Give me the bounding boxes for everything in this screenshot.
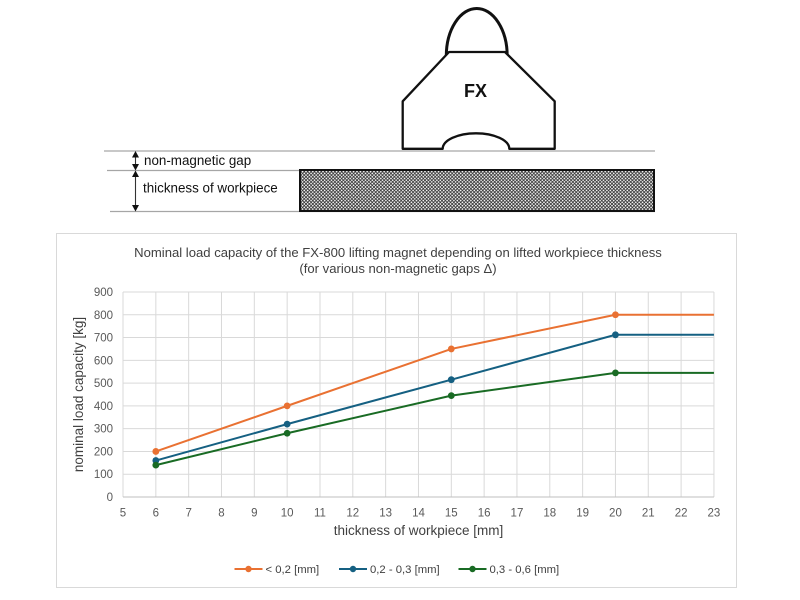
- svg-text:16: 16: [478, 508, 491, 520]
- svg-text:7: 7: [185, 508, 191, 520]
- svg-text:22: 22: [675, 508, 688, 520]
- svg-text:nominal load capacity [kg]: nominal load capacity [kg]: [71, 317, 86, 472]
- svg-text:800: 800: [94, 310, 113, 322]
- svg-text:14: 14: [412, 508, 425, 520]
- svg-text:19: 19: [576, 508, 589, 520]
- svg-text:17: 17: [511, 508, 524, 520]
- svg-text:thickness of workpiece: thickness of workpiece: [143, 181, 278, 196]
- svg-text:700: 700: [94, 333, 113, 345]
- svg-text:500: 500: [94, 378, 113, 390]
- svg-text:400: 400: [94, 401, 113, 413]
- svg-text:thickness of workpiece [mm]: thickness of workpiece [mm]: [334, 523, 504, 538]
- svg-text:21: 21: [642, 508, 655, 520]
- svg-text:15: 15: [445, 508, 458, 520]
- svg-text:23: 23: [708, 508, 721, 520]
- svg-text:9: 9: [251, 508, 257, 520]
- svg-text:12: 12: [346, 508, 359, 520]
- svg-text:Nominal load capacity of the F: Nominal load capacity of the FX-800 lift…: [134, 245, 662, 260]
- svg-text:5: 5: [120, 508, 126, 520]
- svg-text:8: 8: [218, 508, 224, 520]
- svg-text:10: 10: [281, 508, 294, 520]
- svg-text:600: 600: [94, 355, 113, 367]
- svg-text:200: 200: [94, 446, 113, 458]
- svg-text:13: 13: [379, 508, 392, 520]
- svg-text:0,3 - 0,6 [mm]: 0,3 - 0,6 [mm]: [490, 564, 560, 576]
- svg-text:20: 20: [609, 508, 622, 520]
- svg-text:300: 300: [94, 424, 113, 436]
- svg-text:6: 6: [153, 508, 159, 520]
- svg-text:100: 100: [94, 469, 113, 481]
- svg-text:11: 11: [314, 508, 326, 520]
- svg-text:non-magnetic gap: non-magnetic gap: [144, 153, 251, 168]
- svg-text:900: 900: [94, 287, 113, 299]
- svg-text:0,2 - 0,3 [mm]: 0,2 - 0,3 [mm]: [370, 564, 440, 576]
- svg-text:FX: FX: [464, 81, 487, 101]
- svg-text:18: 18: [543, 508, 556, 520]
- svg-text:0: 0: [107, 492, 113, 504]
- svg-text:(for various non-magnetic gaps: (for various non-magnetic gaps Δ): [299, 261, 496, 276]
- svg-text:< 0,2 [mm]: < 0,2 [mm]: [266, 564, 320, 576]
